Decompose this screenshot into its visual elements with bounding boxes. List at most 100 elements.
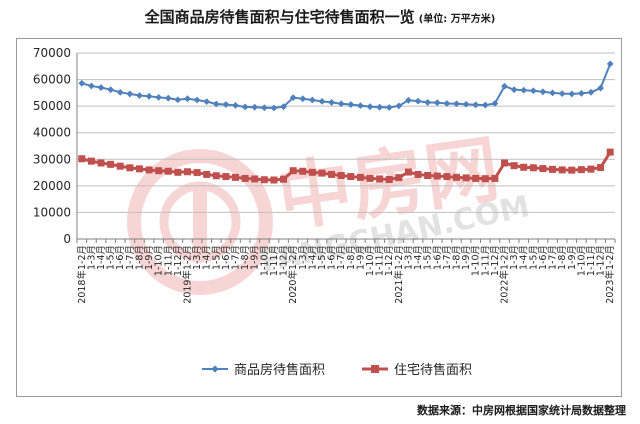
data-point: [568, 166, 576, 174]
data-point: [347, 101, 355, 108]
x-tick-label: 1-10月: [365, 245, 376, 276]
data-point: [452, 173, 460, 181]
y-tick-label: 70000: [33, 46, 71, 60]
data-point: [366, 174, 374, 182]
data-point: [587, 165, 595, 173]
data-point: [597, 84, 604, 92]
x-tick-label: 1-4月: [413, 245, 424, 270]
x-tick-label: 1-10月: [471, 245, 482, 276]
x-tick-label: 1-10月: [576, 245, 587, 276]
x-tick-label: 1-5月: [106, 245, 117, 270]
x-tick-label: 1-6月: [327, 245, 338, 270]
data-point: [88, 82, 95, 90]
data-point: [184, 95, 191, 103]
x-tick-label: 1-8月: [451, 245, 462, 270]
x-tick-label: 1-8月: [346, 245, 357, 270]
data-point: [414, 170, 422, 178]
axes: 0 10000 20000 30000 40000 50000 60000 70000 2018…: [33, 46, 616, 304]
x-tick-label: 1-5月: [317, 245, 328, 270]
data-point: [260, 104, 268, 112]
data-point: [299, 167, 307, 175]
x-tick-label: 1-8月: [557, 245, 568, 270]
y-tick-label: 0: [63, 232, 71, 246]
data-point: [491, 100, 499, 107]
data-point: [164, 94, 172, 102]
data-point: [308, 96, 316, 104]
x-tick-label: 1-10月: [154, 245, 165, 276]
data-point: [443, 100, 451, 107]
data-point: [462, 100, 470, 108]
unit-label: (单位: 万平方米): [418, 14, 496, 25]
x-tick-label: 1-9月: [355, 245, 366, 270]
data-point: [193, 169, 201, 177]
x-tick-label: 1-3月: [192, 245, 203, 270]
data-point: [174, 96, 182, 104]
x-tick-label: 1-4月: [96, 245, 107, 270]
x-tick-label: 1-6月: [538, 245, 549, 270]
data-point: [510, 86, 518, 94]
x-tick-label: 1-11月: [163, 245, 174, 276]
data-point: [356, 173, 364, 181]
data-point: [318, 169, 326, 177]
watermark-logo-outer-ring: [127, 149, 273, 295]
data-point: [481, 175, 489, 183]
data-point: [97, 84, 105, 91]
chart-title-block: 全国商品房待售面积与住宅待售面积一览 (单位: 万平方米): [0, 6, 640, 27]
y-tick-label: 20000: [33, 179, 71, 193]
y-tick-label: 60000: [33, 73, 71, 87]
x-tick-label: 1-12月: [490, 245, 501, 276]
data-point: [193, 96, 201, 104]
data-point: [270, 104, 278, 112]
legend-marker: [211, 365, 219, 373]
x-tick-label: 1-3月: [298, 245, 309, 270]
x-tick-label: 1-3月: [86, 245, 97, 270]
x-tick-label: 1-7月: [336, 245, 347, 270]
legend-item: 住宅待售面积: [362, 362, 472, 378]
x-tick-label: 1-12月: [173, 245, 184, 276]
data-point: [337, 100, 345, 108]
data-point: [376, 175, 384, 183]
data-point: [270, 176, 278, 184]
x-tick-label: 1-9月: [144, 245, 155, 270]
data-point: [385, 175, 393, 183]
x-tick-label: 1-3月: [509, 245, 520, 270]
data-point: [433, 172, 441, 180]
data-point: [126, 164, 134, 172]
data-point: [558, 166, 566, 174]
data-point: [289, 94, 297, 102]
data-point: [280, 175, 288, 183]
x-tick-label: 2018年1-2月: [76, 245, 88, 304]
data-point: [116, 162, 124, 170]
x-tick-label: 1-12月: [596, 245, 607, 276]
data-point: [529, 87, 537, 95]
data-point: [251, 175, 259, 183]
x-tick-label: 1-7月: [125, 245, 136, 270]
legend-item: 商品房待售面积: [202, 362, 325, 378]
data-point: [145, 166, 153, 174]
x-tick-label: 1-12月: [279, 245, 290, 276]
data-point: [337, 171, 345, 179]
data-point: [107, 86, 115, 94]
x-tick-label: 2020年1-2月: [287, 245, 299, 304]
data-point: [241, 103, 249, 111]
data-point: [520, 163, 528, 171]
legend-label: 住宅待售面积: [394, 362, 472, 378]
data-point: [203, 98, 211, 106]
x-tick-label: 1-9月: [250, 245, 261, 270]
data-point: [462, 174, 470, 182]
y-tick-label: 50000: [33, 99, 71, 113]
data-point: [606, 60, 614, 68]
x-tick-label: 2022年1-2月: [499, 245, 511, 304]
data-point: [212, 172, 220, 180]
data-point: [539, 165, 547, 173]
legend-marker: [371, 365, 379, 373]
x-tick-label: 1-6月: [115, 245, 126, 270]
data-point: [78, 79, 86, 87]
x-tick-label: 1-5月: [211, 245, 222, 270]
y-tick-label: 10000: [33, 205, 71, 219]
data-point: [587, 88, 595, 96]
chart-frame: 中房网 FANGCHAN.COM 0 10000 20000 30000 40000 50…: [16, 38, 622, 397]
x-tick-label: 1-11月: [375, 245, 386, 276]
data-point: [232, 173, 240, 181]
data-point: [597, 164, 605, 172]
